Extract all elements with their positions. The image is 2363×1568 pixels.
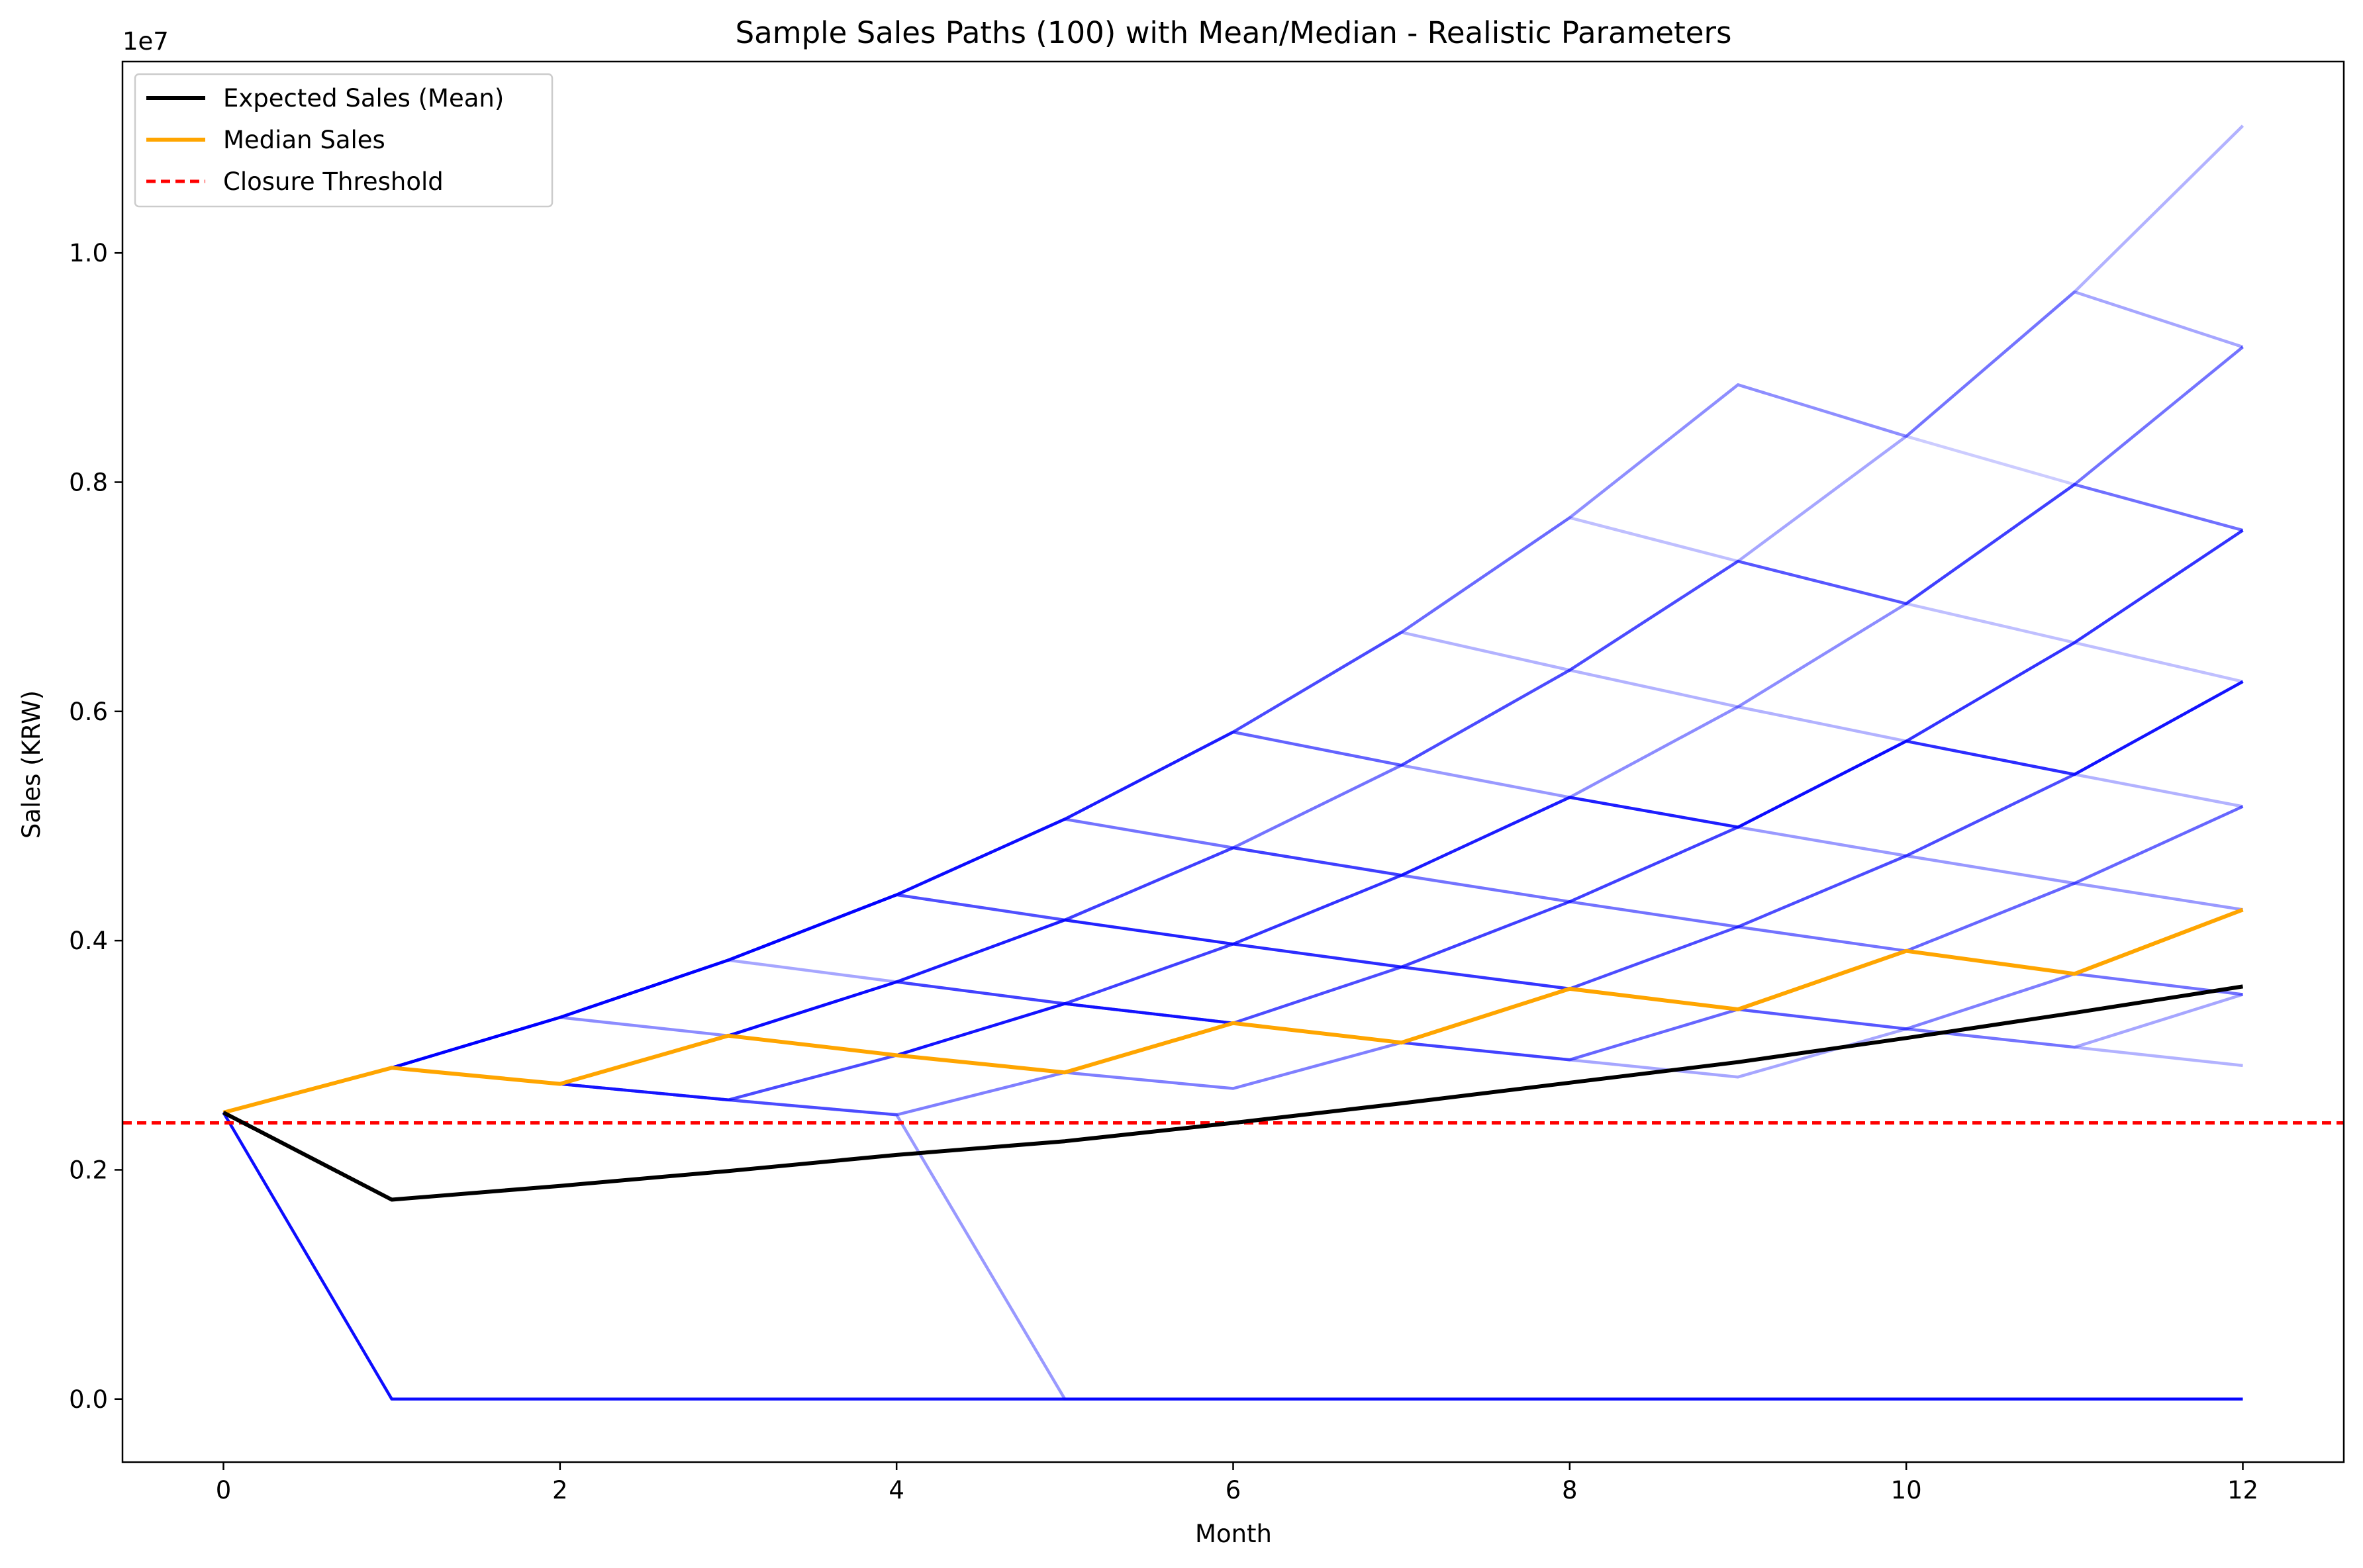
x-tick-label: 2: [552, 1476, 568, 1504]
plot-area: [122, 124, 2344, 1401]
sample-path-15: [222, 516, 2244, 1115]
y-tick-label: 0.8: [69, 468, 108, 496]
y-tick-label: 0.2: [69, 1156, 108, 1184]
median-sales-line: [222, 907, 2244, 1115]
y-tick-label: 0.4: [69, 927, 108, 955]
legend-box: [134, 73, 554, 208]
x-axis-label: Month: [1195, 1520, 1272, 1548]
sample-path-14: [222, 631, 2243, 1115]
y-tick-label: 0.6: [69, 698, 108, 726]
legend-mean-label: Expected Sales (Mean): [223, 84, 504, 113]
x-tick-label: 0: [216, 1476, 232, 1504]
y-tick-label: 1.0: [69, 239, 108, 267]
sample-path-16: [222, 383, 2244, 1115]
y-axis-label: Sales (KRW): [17, 690, 46, 839]
x-tick-label: 10: [1891, 1476, 1922, 1504]
legend: Expected Sales (Mean) Median Sales Closu…: [134, 73, 554, 208]
sample-path-0: [222, 1111, 2243, 1401]
y-tick-label: 0.0: [69, 1385, 108, 1414]
x-tick-label: 4: [889, 1476, 904, 1504]
legend-threshold-label: Closure Threshold: [223, 167, 444, 196]
x-tick-label: 6: [1226, 1476, 1241, 1504]
axes: 0 2 4 6 8 10 12 0.0 0.2 0.4 0.6 0.8 1.0: [69, 60, 2345, 1504]
x-tick-label: 8: [1562, 1476, 1578, 1504]
expected-sales-mean-line: [222, 984, 2243, 1202]
series-group: [122, 124, 2344, 1401]
x-tick-label: 12: [2227, 1476, 2258, 1504]
chart-title: Sample Sales Paths (100) with Mean/Media…: [736, 15, 1732, 50]
y-multiplier-label: 1e7: [122, 27, 169, 56]
sample-path-13: [222, 730, 2243, 1115]
legend-median-label: Median Sales: [223, 126, 385, 154]
